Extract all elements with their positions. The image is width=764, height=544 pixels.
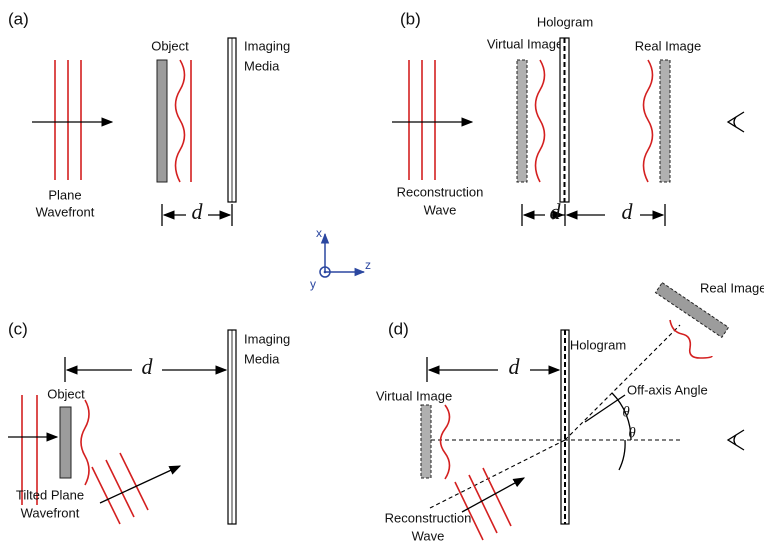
wave bbox=[536, 60, 545, 182]
panel-label: (c) bbox=[8, 319, 28, 338]
axis-label: z bbox=[365, 258, 371, 272]
panel-a: (a) Plane Wavefront Object Imaging Media… bbox=[8, 9, 290, 226]
tilted-wavefront bbox=[106, 460, 134, 517]
axis-label: y bbox=[310, 277, 316, 291]
eye bbox=[728, 430, 744, 450]
wave-label: Reconstruction bbox=[385, 510, 472, 525]
leader-line bbox=[585, 395, 625, 422]
object bbox=[60, 407, 71, 478]
wave bbox=[81, 400, 89, 485]
panel-b: (b) Reconstruction Wave Virtual Image Ho… bbox=[392, 9, 744, 226]
wavefront-label: Wavefront bbox=[36, 204, 95, 219]
angle-label: Off-axis Angle bbox=[627, 382, 708, 397]
arrow bbox=[462, 478, 524, 512]
tilted-wavefront bbox=[483, 468, 511, 526]
virtual-image-label: Virtual Image bbox=[487, 36, 563, 51]
panel-label: (a) bbox=[8, 9, 29, 28]
tilted-wavefront bbox=[120, 453, 148, 510]
diagram: (a) Plane Wavefront Object Imaging Media… bbox=[0, 0, 764, 544]
wavefront-label: Wavefront bbox=[21, 505, 80, 520]
panel-label: (b) bbox=[400, 9, 421, 28]
wave-label: Wave bbox=[412, 528, 445, 543]
virtual-image-label: Virtual Image bbox=[376, 388, 452, 403]
hologram-label: Hologram bbox=[570, 337, 626, 352]
media-label: Media bbox=[244, 58, 280, 73]
virtual-image bbox=[517, 60, 527, 182]
real-image-label: Real Image bbox=[700, 280, 764, 295]
distance-label: d bbox=[192, 199, 204, 224]
page: (a) Plane Wavefront Object Imaging Media… bbox=[0, 0, 764, 544]
object-label: Object bbox=[47, 386, 85, 401]
distance-label: d bbox=[142, 354, 154, 379]
media-label: Media bbox=[244, 351, 280, 366]
panel-d: (d) d Hologram Virtual Image Off-axis An… bbox=[376, 280, 764, 543]
hologram-label: Hologram bbox=[537, 14, 593, 29]
wave bbox=[644, 60, 653, 182]
virtual-image bbox=[421, 405, 431, 478]
wave-label: Reconstruction bbox=[397, 184, 484, 199]
eye bbox=[728, 112, 744, 132]
distance-label: d bbox=[622, 199, 634, 224]
y-axis-dot bbox=[324, 271, 327, 274]
wavefront-label: Plane bbox=[48, 187, 81, 202]
object bbox=[157, 60, 167, 182]
tilted-wavefront bbox=[469, 475, 497, 533]
wave-label: Wave bbox=[424, 202, 457, 217]
angle-symbol: θ bbox=[628, 425, 636, 441]
distance-label: d bbox=[509, 354, 521, 379]
wavefront-label: Tilted Plane bbox=[16, 487, 84, 502]
angle-symbol: θ bbox=[622, 404, 630, 420]
panel-c: (c) d Imaging Media Object Tilted Plane … bbox=[8, 319, 290, 524]
object-label: Object bbox=[151, 38, 189, 53]
real-image-label: Real Image bbox=[635, 38, 701, 53]
wave bbox=[176, 60, 185, 182]
axis-label: x bbox=[316, 226, 322, 240]
distance-label: d bbox=[550, 199, 562, 224]
real-image bbox=[660, 60, 670, 182]
panel-label: (d) bbox=[388, 319, 409, 338]
media-label: Imaging bbox=[244, 331, 290, 346]
media-label: Imaging bbox=[244, 38, 290, 53]
axes: x z y bbox=[310, 226, 371, 291]
angle-arc bbox=[619, 440, 625, 470]
wave bbox=[441, 405, 450, 479]
